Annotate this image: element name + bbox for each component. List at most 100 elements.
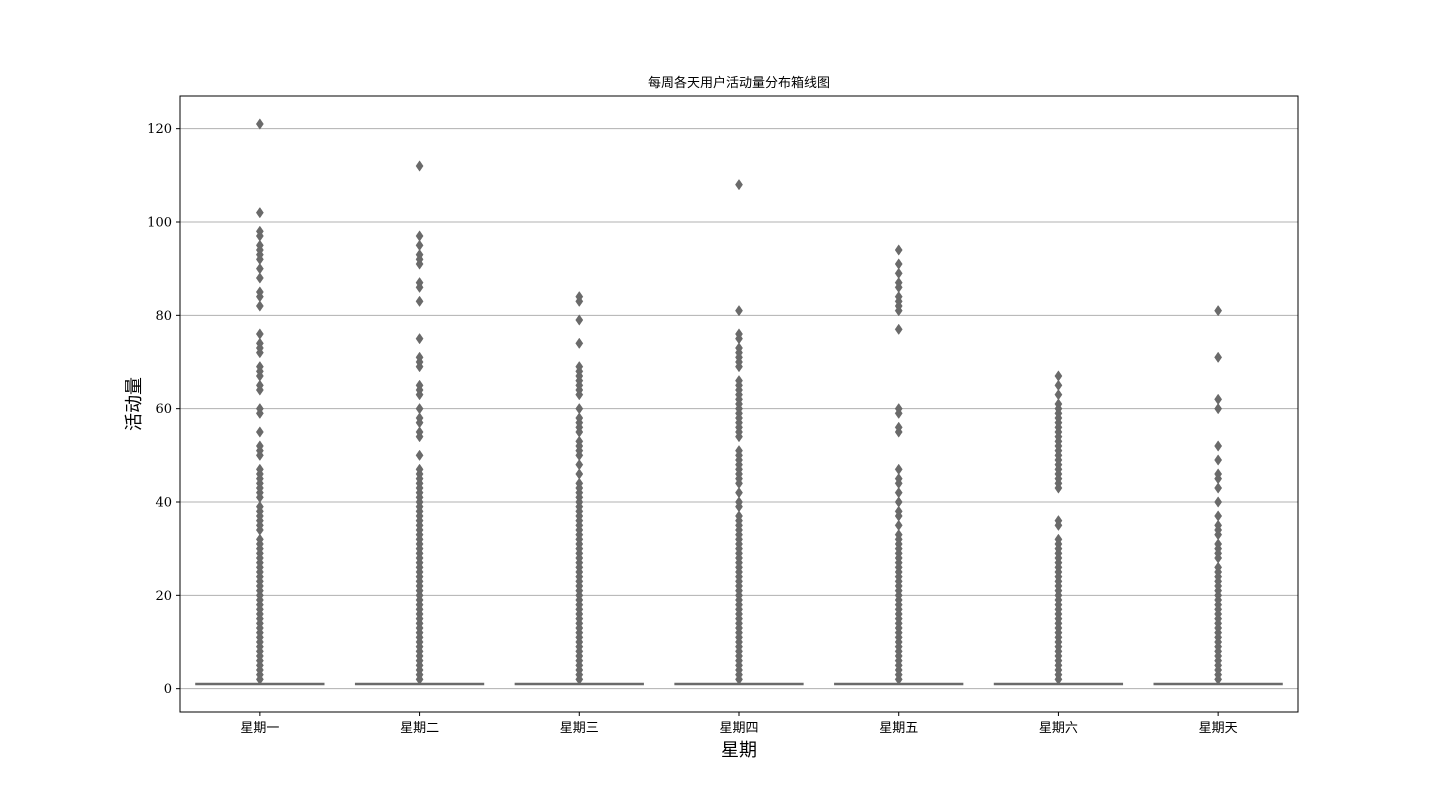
outlier-point bbox=[255, 207, 264, 219]
outlier-point bbox=[255, 361, 264, 373]
x-tick-label: 星期天 bbox=[1199, 721, 1238, 736]
x-tick-label: 星期五 bbox=[879, 721, 918, 736]
x-tick-label: 星期六 bbox=[1039, 721, 1078, 736]
y-tick-label: 80 bbox=[155, 309, 172, 324]
outlier-point bbox=[894, 496, 903, 508]
outlier-point bbox=[894, 258, 903, 270]
x-tick-label: 星期三 bbox=[560, 721, 599, 736]
outlier-point bbox=[894, 421, 903, 433]
outlier-point bbox=[1214, 468, 1223, 480]
outlier-point bbox=[575, 477, 584, 489]
x-tick-label: 星期二 bbox=[400, 721, 439, 736]
outlier-point bbox=[1054, 515, 1063, 527]
outlier-point bbox=[1214, 538, 1223, 550]
outlier-point bbox=[575, 468, 584, 480]
outlier-point bbox=[894, 267, 903, 279]
outlier-point bbox=[1054, 389, 1063, 401]
outlier-point bbox=[255, 328, 264, 340]
outlier-point bbox=[894, 244, 903, 256]
outlier-point bbox=[255, 379, 264, 391]
outlier-point bbox=[415, 295, 424, 307]
x-tick-label: 星期四 bbox=[719, 721, 758, 736]
outlier-point bbox=[415, 449, 424, 461]
outlier-point bbox=[894, 323, 903, 335]
outlier-point bbox=[255, 272, 264, 284]
outlier-point bbox=[1214, 440, 1223, 452]
outlier-point bbox=[415, 412, 424, 424]
outlier-point bbox=[894, 519, 903, 531]
y-tick-label: 120 bbox=[147, 122, 172, 137]
y-tick-label: 40 bbox=[155, 496, 172, 511]
outlier-point bbox=[255, 225, 264, 237]
y-tick-label: 60 bbox=[155, 402, 172, 417]
y-tick-label: 0 bbox=[164, 682, 172, 697]
outlier-point bbox=[575, 337, 584, 349]
outlier-point bbox=[735, 342, 743, 354]
outlier-point bbox=[735, 445, 743, 457]
outlier-layer bbox=[255, 118, 1223, 685]
outlier-point bbox=[415, 333, 424, 345]
outlier-point bbox=[255, 118, 264, 130]
outlier-point bbox=[735, 487, 743, 499]
outlier-point bbox=[255, 403, 264, 415]
outlier-point bbox=[415, 379, 424, 391]
outlier-point bbox=[735, 179, 743, 191]
outlier-point bbox=[575, 361, 584, 373]
outlier-point bbox=[415, 351, 424, 363]
outlier-point bbox=[415, 230, 424, 242]
outlier-point bbox=[255, 337, 264, 349]
outlier-point bbox=[255, 440, 264, 452]
outlier-point bbox=[1054, 379, 1063, 391]
outlier-point bbox=[255, 426, 264, 438]
y-axis: 0 20 40 60 80 100 120 bbox=[147, 122, 180, 697]
outlier-point bbox=[255, 501, 264, 513]
outlier-point bbox=[1214, 454, 1223, 466]
outlier-point bbox=[894, 291, 903, 303]
outlier-point bbox=[1214, 519, 1223, 531]
outlier-point bbox=[255, 463, 264, 475]
outlier-point bbox=[1214, 351, 1223, 363]
y-axis-label: 活动量 bbox=[124, 377, 145, 431]
outlier-point bbox=[575, 291, 584, 303]
x-axis-label: 星期 bbox=[721, 740, 757, 761]
x-tick-label: 星期一 bbox=[240, 721, 279, 736]
outlier-point bbox=[1214, 305, 1223, 317]
outlier-point bbox=[735, 510, 743, 522]
outlier-point bbox=[415, 160, 424, 172]
outlier-point bbox=[415, 403, 424, 415]
outlier-point bbox=[575, 459, 584, 471]
y-tick-label: 100 bbox=[147, 216, 172, 231]
outlier-point bbox=[575, 435, 584, 447]
outlier-point bbox=[1214, 510, 1223, 522]
outlier-point bbox=[1214, 482, 1223, 494]
outlier-point bbox=[575, 314, 584, 326]
outlier-point bbox=[894, 487, 903, 499]
outlier-point bbox=[415, 426, 424, 438]
outlier-point bbox=[575, 403, 584, 415]
outlier-point bbox=[1214, 496, 1223, 508]
outlier-point bbox=[894, 463, 903, 475]
outlier-point bbox=[255, 263, 264, 275]
outlier-point bbox=[1214, 403, 1223, 415]
outlier-point bbox=[1214, 561, 1223, 573]
outlier-point bbox=[894, 505, 903, 517]
outlier-point bbox=[894, 529, 903, 541]
outlier-point bbox=[255, 533, 264, 545]
outlier-point bbox=[415, 277, 424, 289]
outlier-point bbox=[735, 328, 743, 340]
outlier-point bbox=[1054, 370, 1063, 382]
outlier-point bbox=[575, 412, 584, 424]
outlier-point bbox=[894, 277, 903, 289]
outlier-point bbox=[255, 286, 264, 298]
outlier-point bbox=[735, 496, 743, 508]
outlier-point bbox=[894, 473, 903, 485]
outlier-point bbox=[255, 239, 264, 251]
y-tick-label: 20 bbox=[155, 589, 172, 604]
x-axis: 星期一 星期二 星期三 星期四 星期五 星期六 星期天 bbox=[240, 712, 1238, 736]
outlier-point bbox=[1054, 398, 1063, 410]
outlier-point bbox=[735, 375, 743, 387]
outlier-point bbox=[415, 249, 424, 261]
outlier-point bbox=[1054, 533, 1063, 545]
